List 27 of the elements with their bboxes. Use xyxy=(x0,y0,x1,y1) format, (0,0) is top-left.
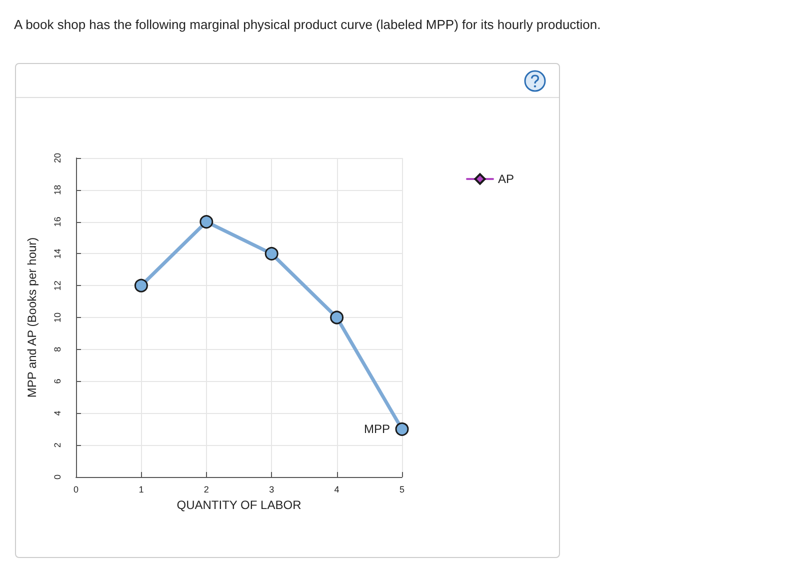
annotation: MPP xyxy=(364,422,390,436)
x-tick-label: 3 xyxy=(269,484,274,494)
y-tick-label: 2 xyxy=(52,442,62,448)
x-tick-label: 2 xyxy=(204,484,209,494)
x-axis-title: QUANTITY OF LABOR xyxy=(176,498,302,512)
chart-title: A book shop has the following marginal physical product curve (labeled MPP) for its hourly production. xyxy=(14,17,601,32)
y-tick-label: 6 xyxy=(52,378,62,384)
point xyxy=(134,278,148,292)
y-tick-label: 0 xyxy=(52,474,62,480)
point xyxy=(395,422,409,436)
x-tick-label: 5 xyxy=(399,484,405,494)
y-axis-title: MPP and AP (Books per hour) xyxy=(25,237,39,398)
y-tick-label: 8 xyxy=(52,346,62,352)
point xyxy=(330,310,344,324)
x-tick-label: 0 xyxy=(73,484,79,494)
y-tick-label: 18 xyxy=(52,184,62,195)
y-tick-label: 10 xyxy=(52,312,62,323)
point xyxy=(264,246,278,260)
y-tick-label: 14 xyxy=(52,248,62,259)
point xyxy=(200,215,214,229)
y-tick-label: 16 xyxy=(52,216,62,227)
y-tick-label: 4 xyxy=(52,410,62,416)
y-tick-label: 20 xyxy=(52,152,62,164)
x-tick-label: 4 xyxy=(334,484,340,494)
legend-label: AP xyxy=(498,172,514,186)
y-tick-label: 12 xyxy=(52,280,62,291)
x-tick-label: 1 xyxy=(138,484,144,494)
